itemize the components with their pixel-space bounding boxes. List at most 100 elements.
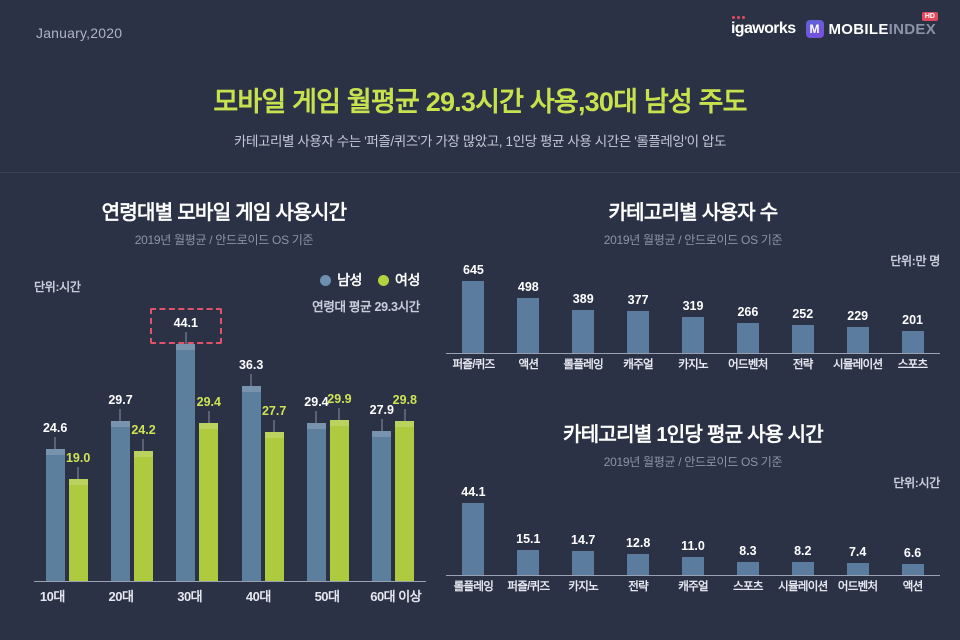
value-stem bbox=[208, 411, 210, 423]
bar-column-female-2: 24.2 bbox=[131, 324, 156, 581]
bar-female-60대 이상 bbox=[395, 421, 415, 581]
mobileindex-index-text: INDEX bbox=[888, 20, 936, 38]
hd-badge: HD bbox=[921, 12, 938, 21]
legend-gender: 남성 여성 bbox=[320, 270, 420, 290]
panel-users-by-category: 카테고리별 사용자 수 2019년 월평균 / 안드로이드 OS 기준 단위:만… bbox=[438, 196, 948, 396]
bar-column-female-6: 29.8 bbox=[393, 324, 417, 581]
page-subtitle: 카테고리별 사용자 수는 '퍼즐/퀴즈'가 가장 많았고, 1인당 평균 사용 … bbox=[233, 134, 727, 149]
bar-column-male-5: 29.4 bbox=[304, 324, 329, 581]
chart-area-avg: 44.1 15.1 14.7 12.8 11.0 8.3 8.2 7.4 6.6 롤플레잉 퍼즐/… bbox=[446, 485, 940, 598]
bar-스포츠 bbox=[901, 331, 924, 353]
x-label-40대: 40대 bbox=[245, 589, 271, 604]
chart-subtitle-users: 2019년 월평균 / 안드로이드 OS 기준 bbox=[603, 233, 783, 247]
page-title: 모바일 게임 월평균 29.3시간 사용,30대 남성 주도 bbox=[213, 87, 747, 117]
x-label-50대: 50대 bbox=[314, 589, 340, 604]
bar-value-label: 252 bbox=[792, 307, 814, 321]
bar-value-label: 36.3 bbox=[238, 358, 264, 372]
mobileindex-logo: M MOBILEINDEX HD bbox=[805, 12, 938, 38]
bar-cap bbox=[306, 423, 326, 429]
bar-액션 bbox=[901, 564, 924, 575]
x-label-20대: 20대 bbox=[108, 589, 134, 604]
mobileindex-mobile-text: MOBILE bbox=[828, 20, 889, 38]
value-stem bbox=[77, 467, 79, 479]
bar-column-female-4: 27.7 bbox=[262, 324, 286, 581]
x-label-30대: 30대 bbox=[177, 589, 203, 604]
bar-스포츠 bbox=[736, 562, 759, 575]
x-label-전략: 전략 bbox=[792, 359, 813, 371]
bar-column-5: 11.0 bbox=[666, 496, 721, 575]
legend-item-male: 남성 bbox=[320, 270, 362, 290]
bar-value-label: 8.3 bbox=[739, 544, 757, 558]
x-label-스포츠: 스포츠 bbox=[897, 359, 928, 371]
x-label-캐주얼: 캐주얼 bbox=[678, 581, 708, 593]
x-label-카지노: 카지노 bbox=[678, 359, 708, 371]
x-label-전략: 전략 bbox=[628, 581, 648, 593]
bar-캐주얼 bbox=[627, 311, 650, 353]
bar-value-label: 201 bbox=[902, 313, 923, 327]
legend-label-male: 남성 bbox=[337, 272, 363, 288]
bar-cap bbox=[199, 423, 219, 429]
bar-column-male-2: 29.7 bbox=[108, 324, 133, 581]
value-stem bbox=[338, 408, 340, 420]
value-stem bbox=[381, 419, 383, 431]
bar-cap bbox=[241, 386, 261, 392]
x-axis-line-age bbox=[34, 581, 426, 582]
x-axis-labels-users: 퍼즐/퀴즈 액션 롤플레잉 캐주얼 카지노 어드벤처 전략 시뮬레이션 스포츠 bbox=[446, 356, 940, 376]
bar-value-label: 19.0 bbox=[65, 451, 91, 465]
bar-male-60대 이상 bbox=[372, 431, 392, 581]
bar-column-3: 389 bbox=[556, 274, 611, 353]
bar-value-label: 11.0 bbox=[681, 539, 705, 553]
chart-subtitle-avg: 2019년 월평균 / 안드로이드 OS 기준 bbox=[603, 455, 783, 469]
bar-value-label: 29.9 bbox=[327, 392, 352, 406]
bar-column-female-1: 19.0 bbox=[65, 324, 91, 581]
x-axis-labels-avg: 롤플레잉 퍼즐/퀴즈 카지노 전략 캐주얼 스포츠 시뮬레이션 어드벤처 액션 bbox=[446, 578, 940, 598]
bar-female-40대 bbox=[264, 432, 284, 581]
unit-label-users: 단위:만 명 bbox=[890, 254, 940, 268]
x-label-60대 이상: 60대 이상 bbox=[370, 589, 422, 604]
bar-column-7: 8.2 bbox=[775, 496, 830, 575]
bar-시뮬레이션 bbox=[791, 562, 814, 575]
bar-female-50대 bbox=[329, 420, 349, 581]
x-label-스포츠: 스포츠 bbox=[733, 581, 763, 593]
bar-cap bbox=[68, 479, 88, 485]
bar-column-2: 15.1 bbox=[501, 496, 556, 575]
bar-value-label: 15.1 bbox=[516, 532, 541, 546]
bar-롤플레잉 bbox=[572, 310, 595, 353]
bar-value-label: 498 bbox=[517, 280, 539, 294]
bar-cap bbox=[110, 421, 130, 427]
x-axis-labels-age: 10대 20대 30대 40대 50대 60대 이상 bbox=[18, 586, 430, 605]
bar-value-label: 29.4 bbox=[304, 395, 329, 409]
bar-group-3: 44.1 29.4 bbox=[165, 316, 230, 581]
bar-female-10대 bbox=[68, 479, 88, 581]
bar-롤플레잉 bbox=[462, 503, 485, 575]
bar-액션 bbox=[517, 298, 540, 353]
bar-group-5: 29.4 29.9 bbox=[295, 324, 360, 581]
x-label-캐주얼: 캐주얼 bbox=[623, 359, 653, 371]
x-label-어드벤처: 어드벤처 bbox=[837, 581, 878, 593]
value-stem bbox=[404, 409, 406, 421]
panel-avg-usage-by-category: 카테고리별 1인당 평균 사용 시간 2019년 월평균 / 안드로이드 OS … bbox=[438, 418, 948, 620]
bar-value-label: 12.8 bbox=[625, 536, 651, 550]
bar-전략 bbox=[791, 325, 814, 353]
bar-value-label: 319 bbox=[682, 299, 704, 313]
bar-column-male-4: 36.3 bbox=[238, 324, 264, 581]
value-stem bbox=[273, 420, 275, 432]
x-label-10대: 10대 bbox=[39, 589, 65, 604]
legend-item-female: 여성 bbox=[378, 270, 420, 290]
chart-subtitle-age: 2019년 월평균 / 안드로이드 OS 기준 bbox=[134, 233, 314, 247]
bar-column-9: 201 bbox=[885, 274, 940, 353]
bar-female-30대 bbox=[199, 423, 219, 581]
bar-column-female-5: 29.9 bbox=[327, 324, 352, 581]
x-label-액션: 액션 bbox=[518, 359, 539, 371]
bar-value-label: 266 bbox=[737, 305, 759, 319]
bar-value-label: 29.7 bbox=[108, 393, 133, 407]
bar-column-female-3: 29.4 bbox=[197, 324, 221, 581]
bar-container-avg: 44.1 15.1 14.7 12.8 11.0 8.3 8.2 7.4 6.6 bbox=[446, 485, 940, 575]
x-label-액션: 액션 bbox=[902, 581, 923, 593]
brand-logos: igaworks M MOBILEINDEX HD bbox=[731, 12, 938, 38]
bar-시뮬레이션 bbox=[846, 327, 869, 353]
chart-title-avg: 카테고리별 1인당 평균 사용 시간 bbox=[563, 424, 824, 446]
unit-label-avg: 단위:시간 bbox=[893, 476, 940, 490]
bar-cap bbox=[372, 431, 392, 437]
bar-column-8: 7.4 bbox=[830, 496, 885, 575]
